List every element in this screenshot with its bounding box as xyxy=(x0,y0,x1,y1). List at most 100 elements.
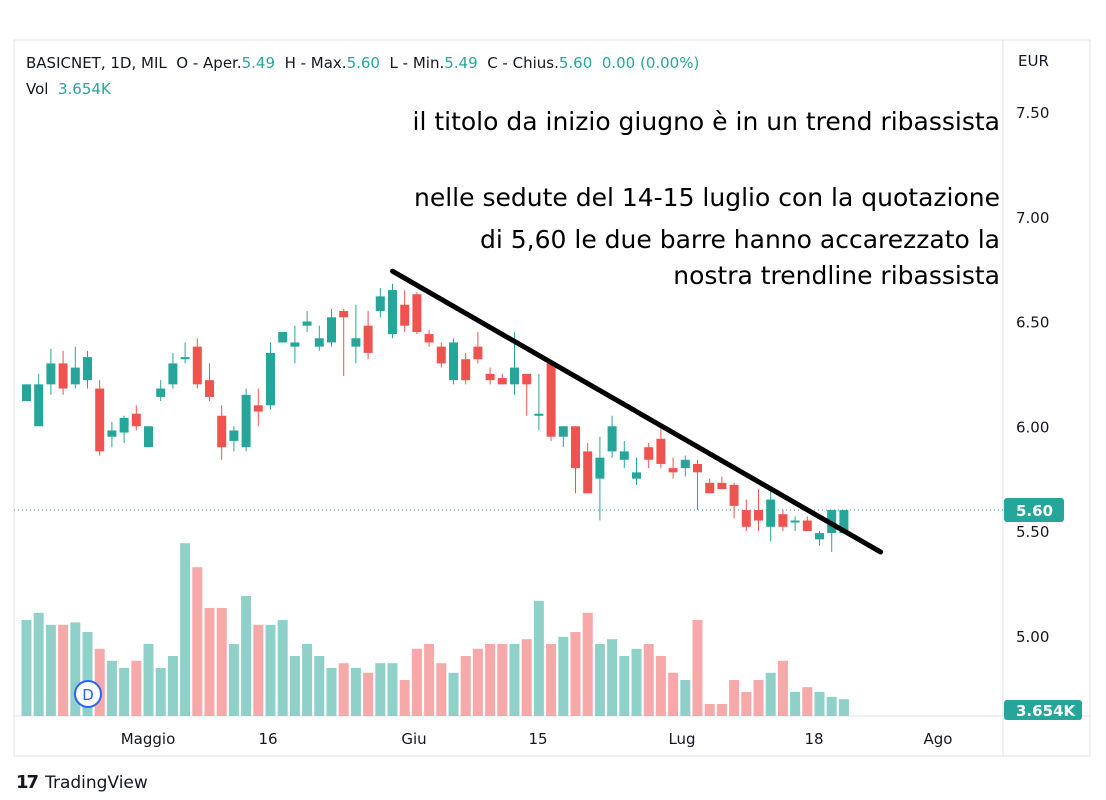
y-tick-label: 7.50 xyxy=(1016,104,1049,122)
volume-label: Vol xyxy=(26,80,49,98)
volume-bar xyxy=(143,644,154,716)
candle-body xyxy=(34,384,44,427)
candle-body xyxy=(473,346,483,360)
close-label: C - Chius. xyxy=(487,54,559,72)
candle-body xyxy=(46,363,56,385)
tradingview-branding[interactable]: 17 TradingView xyxy=(16,772,148,793)
candle-body xyxy=(107,430,117,437)
candle-body xyxy=(58,363,68,389)
candle-body xyxy=(436,346,446,364)
candle-body xyxy=(754,510,763,521)
high-value: 5.60 xyxy=(346,54,380,72)
volume-bar xyxy=(228,644,239,716)
candle-body xyxy=(546,363,556,437)
annotation-line-2: nelle sedute del 14-15 luglio con la quo… xyxy=(414,183,1000,212)
candle-body xyxy=(668,468,678,473)
volume-bar xyxy=(253,624,264,716)
candle-body xyxy=(144,426,153,448)
volume-bar xyxy=(777,660,788,716)
candle-body xyxy=(449,342,458,381)
volume-bar xyxy=(155,668,166,716)
x-axis: Maggio 16 Giu 15 Lug 18 Ago xyxy=(121,730,953,748)
volume-bar xyxy=(497,644,508,716)
volume-bar xyxy=(180,543,191,716)
x-tick-label: Maggio xyxy=(121,730,176,748)
volume-bar xyxy=(33,612,44,716)
volume-bar xyxy=(277,620,288,716)
volume-bar xyxy=(472,648,483,716)
volume-bar xyxy=(729,680,740,716)
candle-body xyxy=(70,367,80,385)
candle-body xyxy=(327,317,336,343)
candle-body xyxy=(180,357,190,360)
volume-bar xyxy=(387,663,398,716)
volume-bar xyxy=(58,624,69,716)
candle-body xyxy=(632,472,641,479)
candle-body xyxy=(656,438,666,464)
last-price-label: 5.60 xyxy=(1016,502,1053,520)
volume-bar xyxy=(668,672,679,716)
volume-bar xyxy=(680,680,691,716)
candle-body xyxy=(205,380,214,397)
candle-body xyxy=(424,334,434,343)
annotation-line-4: nostra trendline ribassista xyxy=(673,261,1000,290)
candle-body xyxy=(619,451,629,460)
open-value: 5.49 xyxy=(241,54,276,72)
candle-body xyxy=(790,520,800,523)
last-volume-badge xyxy=(1004,700,1082,720)
volume-bar xyxy=(509,644,520,716)
candle-body xyxy=(778,514,788,527)
volume-bar xyxy=(192,567,203,716)
candle-body xyxy=(766,499,776,527)
y-tick-label: 5.50 xyxy=(1016,523,1049,541)
candle-body xyxy=(253,405,263,412)
tradingview-logo-icon: 17 xyxy=(16,772,39,793)
candle-body xyxy=(339,311,349,318)
y-tick-label: 7.00 xyxy=(1016,209,1049,227)
candle-body xyxy=(595,457,605,479)
candle-body xyxy=(363,325,373,353)
volume-bar xyxy=(826,696,837,716)
volume-bar xyxy=(241,596,252,716)
annotation-line-1: il titolo da inizio giugno è in un trend… xyxy=(412,107,1001,136)
volume-bar xyxy=(631,648,642,716)
candle-body xyxy=(278,331,288,343)
y-tick-label: 5.00 xyxy=(1016,628,1049,646)
low-label: L - Min. xyxy=(389,54,445,72)
symbol-name: BASICNET, 1D, MIL xyxy=(26,54,167,72)
candle-body xyxy=(192,346,202,385)
y-axis: 7.50 7.00 6.50 6.00 5.50 5.00 5.60 3.654K xyxy=(1004,104,1082,720)
event-marker[interactable]: D xyxy=(74,680,102,708)
volume-bar xyxy=(70,622,81,716)
candle-body xyxy=(522,373,532,385)
x-tick-label: Lug xyxy=(668,730,695,748)
candle-body xyxy=(607,426,617,452)
candle-body xyxy=(644,447,654,460)
volume-bar xyxy=(167,656,178,716)
candle-body xyxy=(22,384,31,402)
volume-bar xyxy=(753,680,764,716)
x-tick-label: Ago xyxy=(924,730,953,748)
volume-bar xyxy=(741,692,752,716)
volume-bar xyxy=(289,656,300,716)
candle-body xyxy=(717,482,727,490)
candle-body xyxy=(266,352,275,406)
annotation-line-3: di 5,60 le due barre hanno accarezzato l… xyxy=(480,225,1000,254)
volume-bar xyxy=(558,636,569,716)
volume-bar xyxy=(533,600,544,716)
volume-bar xyxy=(265,624,276,716)
candle-body xyxy=(705,482,715,494)
x-tick-label: Giu xyxy=(401,730,426,748)
volume-bar xyxy=(94,648,105,716)
volume-bar xyxy=(21,620,32,716)
volume-bar xyxy=(521,639,532,716)
candle-body xyxy=(510,367,519,385)
volume-bar xyxy=(436,663,447,716)
volume-bar xyxy=(82,632,93,716)
volume-bar xyxy=(460,656,471,716)
candle-body xyxy=(485,373,495,381)
candle-body xyxy=(217,415,227,448)
volume-bar xyxy=(765,672,776,716)
candle-body xyxy=(351,338,361,347)
